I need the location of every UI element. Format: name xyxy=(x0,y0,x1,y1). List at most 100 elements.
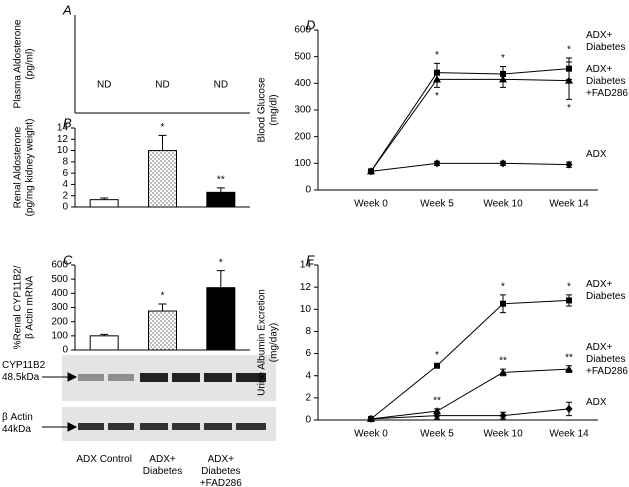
blot-size: 44kDa xyxy=(2,424,31,435)
error-bar xyxy=(158,303,167,312)
y-axis-label: Blood Glucose xyxy=(257,77,268,142)
marker xyxy=(499,411,507,420)
marker xyxy=(367,167,375,176)
marker xyxy=(500,300,506,307)
y-tick-label: 10 xyxy=(57,145,69,156)
series-line xyxy=(370,408,570,420)
significance: ** xyxy=(433,396,441,407)
error-bar xyxy=(158,134,167,151)
error-bar xyxy=(216,187,225,193)
x-tick-label: Week 0 xyxy=(354,199,388,210)
y-tick-label: 12 xyxy=(300,282,312,293)
blot-label: CYP11B2 xyxy=(2,360,46,371)
significance: ** xyxy=(217,174,225,185)
blot-actin xyxy=(62,407,276,441)
panel-letter: D xyxy=(306,17,315,32)
y-tick-label: 2 xyxy=(305,392,311,403)
significance: ** xyxy=(499,356,507,367)
significance: ** xyxy=(565,352,573,363)
series-label: ADX+ Diabetes xyxy=(586,30,626,53)
x-tick-label: Week 14 xyxy=(549,199,589,210)
x-tick-label: Week 10 xyxy=(483,199,523,210)
series-label: ADX xyxy=(586,149,607,160)
y-tick-label: 14 xyxy=(57,123,69,134)
marker xyxy=(565,404,573,413)
panel-letter: A xyxy=(62,2,72,17)
blot-size: 48.5kDa xyxy=(2,372,40,383)
series-line xyxy=(370,78,570,172)
significance: * xyxy=(567,282,571,293)
annotation: ND xyxy=(214,80,228,91)
y-tick-label: 10 xyxy=(300,304,312,315)
y-axis-label: (mg/dl) xyxy=(269,94,280,125)
y-tick-label: 8 xyxy=(305,326,311,337)
y-axis-label: Plasma Aldosterone xyxy=(13,19,24,108)
panel-letter: E xyxy=(306,252,315,267)
series-label: ADX+ Diabetes +FAD286 xyxy=(586,342,628,377)
series-line xyxy=(370,368,570,420)
error-bar xyxy=(100,197,109,200)
marker xyxy=(433,75,441,83)
x-tick-label: Week 14 xyxy=(549,429,589,440)
x-tick-label: Week 10 xyxy=(483,429,523,440)
marker xyxy=(565,76,573,84)
y-tick-label: 2 xyxy=(62,190,68,201)
series-label: ADX xyxy=(586,397,607,408)
significance: * xyxy=(501,282,505,293)
y-tick-label: 600 xyxy=(294,25,311,36)
y-tick-label: 0 xyxy=(305,185,311,196)
error-bar xyxy=(100,333,109,336)
blot-arrows xyxy=(42,372,78,432)
bar xyxy=(89,335,119,351)
y-tick-label: 0 xyxy=(62,202,68,213)
bar xyxy=(206,191,236,208)
significance: * xyxy=(435,91,439,102)
y-tick-label: 200 xyxy=(294,131,311,142)
y-axis-label: Renal Aldosterone xyxy=(13,126,24,208)
significance: * xyxy=(219,257,223,268)
y-tick-label: 0 xyxy=(305,415,311,426)
y-tick-label: 400 xyxy=(51,288,68,299)
marker xyxy=(565,160,573,169)
y-tick-label: 600 xyxy=(51,260,68,271)
marker xyxy=(499,159,507,168)
y-tick-label: 0 xyxy=(62,345,68,356)
y-axis-label: (mg/day) xyxy=(269,323,280,362)
series-line xyxy=(370,162,570,172)
significance: * xyxy=(435,350,439,361)
blot-cyp11b2 xyxy=(62,355,276,401)
y-tick-label: 6 xyxy=(62,168,68,179)
marker xyxy=(499,75,507,83)
annotation: ND xyxy=(155,80,169,91)
error-bar xyxy=(216,270,225,288)
marker xyxy=(433,411,441,420)
y-tick-label: 14 xyxy=(300,260,312,271)
series-line xyxy=(370,68,570,172)
y-tick-label: 300 xyxy=(294,105,311,116)
significance: * xyxy=(501,53,505,64)
y-axis-label: %Renal CYP11B2/ xyxy=(13,265,24,349)
y-axis-label: β Actin mRNA xyxy=(25,276,36,339)
y-tick-label: 4 xyxy=(62,179,68,190)
marker xyxy=(434,362,440,369)
x-tick-label: ADX Control xyxy=(76,454,132,465)
y-tick-label: 500 xyxy=(294,51,311,62)
bar xyxy=(89,199,119,208)
x-tick-label: Week 5 xyxy=(420,199,454,210)
y-tick-label: 12 xyxy=(57,134,69,145)
y-axis-label: (pg/ml) xyxy=(25,48,36,79)
significance: * xyxy=(567,103,571,114)
series-label: ADX+ Diabetes xyxy=(586,279,626,302)
x-tick-label: ADX+ Diabetes +FAD286 xyxy=(199,454,242,487)
significance: * xyxy=(161,122,165,133)
bar xyxy=(206,287,236,351)
y-axis-label: (pg/mg kidney weight) xyxy=(25,119,36,217)
significance: * xyxy=(567,45,571,56)
y-tick-label: 100 xyxy=(51,330,68,341)
significance: * xyxy=(435,50,439,61)
series-line xyxy=(370,299,570,420)
y-tick-label: 400 xyxy=(294,78,311,89)
marker xyxy=(367,414,375,423)
